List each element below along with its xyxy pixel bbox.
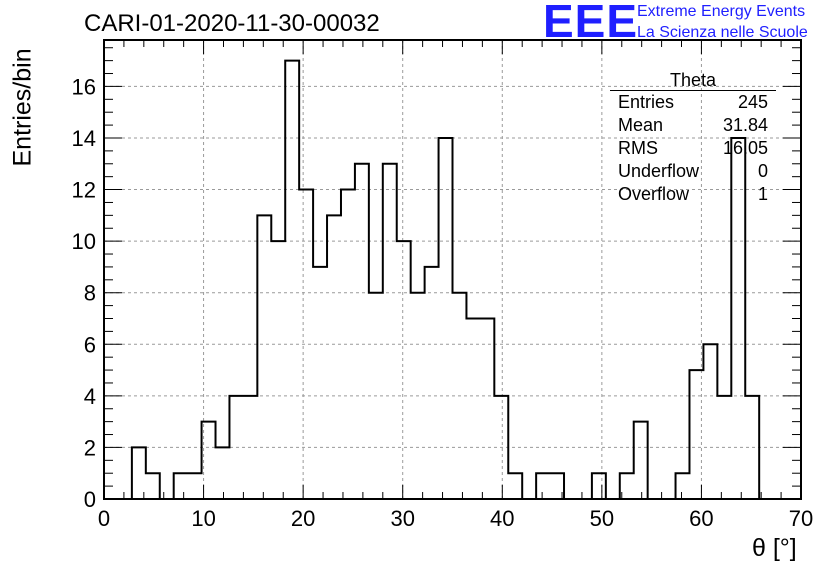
x-tick-label: 70 [789,506,813,531]
histogram-bin [508,473,522,499]
histogram-bin [299,190,313,499]
histogram-bin [313,267,327,499]
x-tick-label: 10 [191,506,215,531]
histogram-bin [327,215,341,499]
histogram-bin [397,241,411,499]
y-axis-label: Entries/bin [8,48,37,167]
histogram-bin [425,267,439,499]
stats-row-rms: RMS 16.05 [610,137,776,160]
stats-label: RMS [618,138,658,158]
histogram-bin [132,447,146,499]
y-tick-label: 2 [84,435,96,460]
stats-value: 16.05 [722,138,768,158]
logo-subtitle-2: La Scienza nelle Scuole [637,24,808,41]
y-tick-label: 14 [72,126,96,151]
y-tick-label: 12 [72,178,96,203]
eee-logo-mark: EEE [543,0,639,47]
histogram-bin [285,61,299,499]
histogram-bin [271,241,285,499]
x-tick-label: 0 [98,506,110,531]
x-tick-label: 30 [390,506,414,531]
logo-subtitle-1: Extreme Energy Events [637,3,806,20]
y-tick-label: 8 [84,281,96,306]
y-tick-label: 6 [84,332,96,357]
y-tick-label: 10 [72,229,96,254]
plot-frame [103,39,802,500]
histogram-bin [676,473,690,499]
y-tick-label: 16 [72,74,96,99]
chart-title: CARI-01-2020-11-30-00032 [84,10,380,37]
y-tick-label: 0 [84,487,96,512]
x-axis-label: θ [°] [752,534,797,562]
histogram-bin [536,473,550,499]
histogram-bin [466,318,480,499]
histogram-bin [216,447,230,499]
y-tick-label: 4 [84,384,96,409]
histogram-bin [188,473,202,499]
stats-value: 31.84 [722,115,768,135]
stats-value: 0 [757,161,768,181]
stats-row-underflow: Underflow 0 [610,160,776,183]
histogram-bin [592,473,606,499]
stats-label: Underflow [618,161,700,181]
stats-label: Overflow [618,184,690,204]
histogram-bin [257,215,271,499]
histogram-bin [480,318,494,499]
histogram-bin [439,138,453,499]
stats-box: Theta Entries 245 Mean 31.84 RMS 16.05 U… [610,70,776,206]
stats-row-overflow: Overflow 1 [610,183,776,206]
x-tick-label: 40 [490,506,514,531]
histogram-bin [355,164,369,499]
histogram-step-line [104,59,801,500]
stats-title: Theta [610,70,776,91]
histogram-bin [383,164,397,499]
stats-label: Entries [618,92,675,112]
histogram-bin [174,473,188,499]
stats-label: Mean [618,115,664,135]
x-tick-label: 60 [689,506,713,531]
stats-value: 245 [737,92,768,112]
histogram-bin [703,344,717,499]
x-tick-label: 20 [291,506,315,531]
stats-value: 1 [757,184,768,204]
histogram-bin [146,473,160,499]
histogram-bin [634,422,648,499]
x-tick-label: 50 [590,506,614,531]
stats-row-entries: Entries 245 [610,91,776,114]
stats-row-mean: Mean 31.84 [610,114,776,137]
